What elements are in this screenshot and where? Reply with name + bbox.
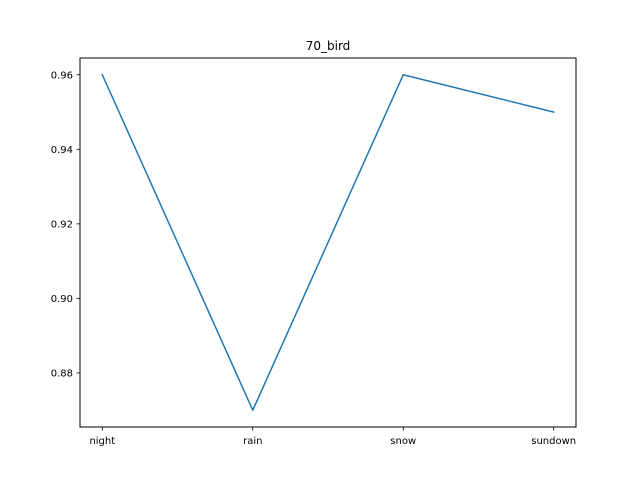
x-tick-label: snow <box>390 436 416 447</box>
y-tick-label: 0.94 <box>51 145 73 156</box>
y-tick-label: 0.92 <box>51 219 73 230</box>
x-tick-label: rain <box>243 436 262 447</box>
y-tick-label: 0.96 <box>51 70 73 81</box>
plot-series <box>101 73 555 411</box>
series-line-0 <box>101 73 555 411</box>
y-tick-label: 0.88 <box>51 369 73 380</box>
x-tick-label: sundown <box>531 436 576 447</box>
x-tick-label: night <box>89 436 115 447</box>
chart-title: 70_bird <box>306 39 351 53</box>
y-axis: 0.88 0.90 0.92 0.94 0.96 <box>51 70 80 380</box>
x-axis: night rain snow sundown <box>89 427 576 447</box>
plot-area-frame <box>79 57 577 428</box>
y-tick-label: 0.90 <box>51 294 73 305</box>
